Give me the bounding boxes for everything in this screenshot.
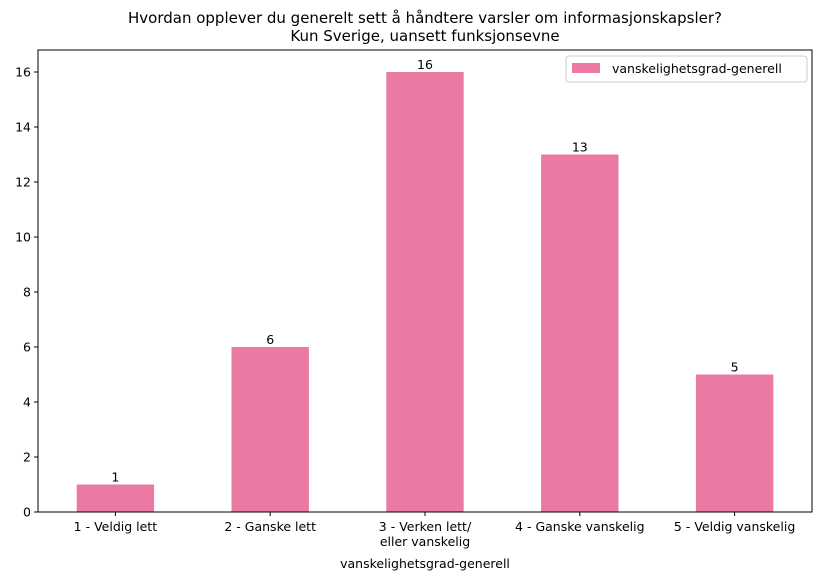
y-tick-label: 12 [15,175,31,190]
x-tick-label: 3 - Verken lett/eller vanskelig [379,519,472,549]
x-tick-label: 5 - Veldig vanskelig [674,519,795,534]
data-label: 16 [417,57,433,72]
chart-title: Hvordan opplever du generelt sett å hånd… [128,9,722,27]
bar [231,347,309,512]
data-label: 5 [731,360,739,375]
bar [695,374,774,512]
bar [76,484,155,512]
y-tick-label: 8 [23,285,31,300]
bar [386,72,464,512]
y-tick-label: 6 [23,340,31,355]
bar [541,154,619,512]
y-tick-label: 4 [23,395,31,410]
x-tick-label: 2 - Ganske lett [224,519,316,534]
y-tick-label: 0 [23,505,31,520]
data-label: 1 [111,470,119,485]
y-tick-label: 14 [15,120,31,135]
y-axis: 0 2 4 6 8 10 12 14 16 [15,65,38,520]
legend-box [565,55,808,83]
y-tick-label: 2 [23,450,31,465]
y-tick-label: 10 [15,230,31,245]
data-label: 6 [266,332,274,347]
legend-label: vanskelighetsgrad-generell [612,61,782,76]
x-tick-label: 4 - Ganske vanskelig [515,519,645,534]
data-label: 13 [572,140,588,155]
chart-subtitle: Kun Sverige, uansett funksjonsevne [290,27,559,45]
plot-frame [37,49,813,513]
x-tick-label: 1 - Veldig lett [74,519,158,534]
legend-swatch [572,63,600,73]
legend: vanskelighetsgrad-generell [565,55,808,83]
x-axis: 1 - Veldig lett 2 - Ganske lett 3 - Verken… [74,512,795,549]
x-axis-label: vanskelighetsgrad-generell [340,556,510,571]
y-tick-label: 16 [15,65,31,80]
